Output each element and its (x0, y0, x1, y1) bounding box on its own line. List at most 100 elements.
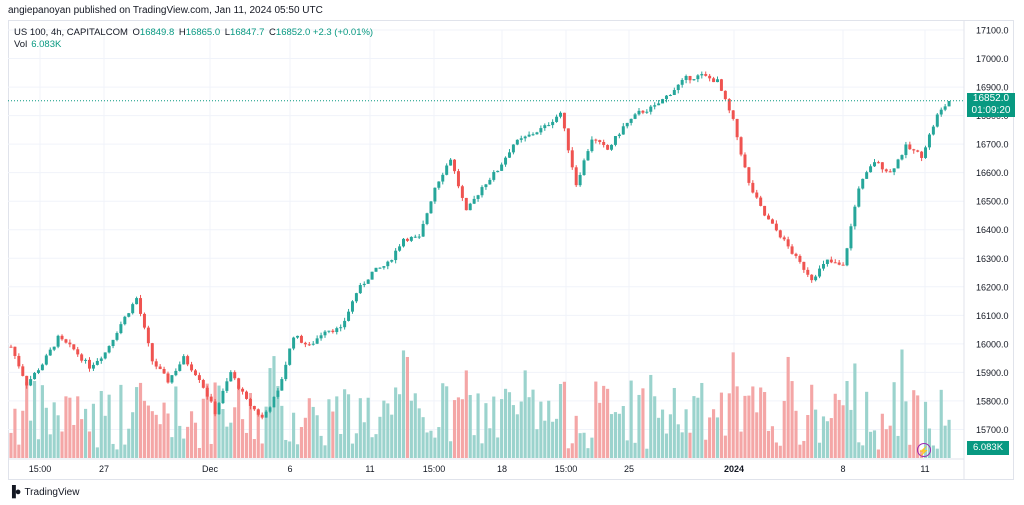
volume-bar (295, 444, 300, 458)
candle-body (413, 236, 417, 238)
candle-body (256, 409, 260, 415)
volume-bar (888, 425, 892, 458)
volume-bar (719, 392, 723, 458)
candle-body (716, 79, 719, 83)
x-tick-label: 27 (99, 464, 109, 474)
candle-body (390, 260, 394, 262)
candle-body (56, 335, 60, 347)
candle-body (95, 360, 99, 365)
volume-bar (350, 443, 355, 458)
candle-body (331, 330, 335, 333)
candle-body (578, 174, 582, 186)
volume-bar (56, 415, 60, 458)
volume-bar (849, 409, 853, 458)
volume-bar (704, 439, 708, 458)
candle-body (335, 328, 339, 333)
volume-bar (566, 448, 570, 458)
volume-bar (233, 407, 237, 458)
volume-bar (205, 383, 209, 458)
candle-body (323, 331, 327, 336)
candle-body (500, 164, 504, 171)
volume-bar (629, 380, 633, 458)
candle-body (939, 109, 943, 115)
volume-bar (68, 397, 72, 458)
volume-bar (44, 407, 48, 458)
candle-body (798, 255, 802, 262)
candle-body (507, 152, 511, 158)
candle-body (245, 391, 248, 399)
y-tick-label: 16400.0 (976, 225, 1009, 235)
volume-bar (441, 383, 445, 458)
volume-bar (409, 400, 413, 458)
volume-bar (276, 386, 280, 458)
volume-legend[interactable]: Vol 6.083K (14, 39, 61, 50)
volume-bar (201, 398, 205, 458)
chart-frame (8, 20, 1014, 480)
volume-bar (48, 434, 52, 458)
candle-body (44, 355, 48, 365)
candle-body (621, 126, 625, 135)
volume-bar (464, 370, 468, 458)
y-tick-label: 15700.0 (976, 425, 1009, 435)
candle-body (598, 140, 602, 142)
volume-bar (657, 417, 661, 458)
volume-bar (323, 445, 327, 458)
candle-body (688, 75, 692, 81)
candle-body (186, 356, 190, 365)
candle-body (535, 132, 539, 135)
candle-body (594, 139, 598, 141)
candle-body (252, 405, 256, 410)
candle-body (107, 346, 111, 353)
volume-bar (582, 432, 586, 458)
candle-body (727, 99, 731, 111)
x-tick-label: 15:00 (555, 464, 578, 474)
volume-bar (480, 443, 484, 458)
volume-bar (252, 439, 256, 458)
volume-bar (515, 414, 519, 458)
volume-bar (476, 393, 480, 458)
volume-bar (503, 388, 508, 458)
x-tick-label: 6 (287, 464, 292, 474)
candle-body (456, 171, 460, 187)
volume-bar (876, 449, 880, 458)
candle-body (633, 114, 637, 119)
candle-body (602, 141, 606, 146)
y-tick-label: 15900.0 (976, 368, 1009, 378)
y-tick-label: 16100.0 (976, 311, 1009, 321)
volume-bar (723, 435, 727, 458)
candle-body (637, 110, 641, 115)
candle-body (460, 186, 464, 198)
candle-body (755, 192, 759, 198)
candle-body (873, 162, 876, 167)
candle-body (402, 238, 405, 247)
volume-bar (178, 425, 182, 458)
lightning-icon[interactable]: ⚡ (917, 443, 931, 457)
candle-body (201, 380, 205, 388)
volume-bar (782, 400, 786, 458)
volume-bar (853, 363, 857, 458)
tradingview-logo[interactable]: ▐● TradingView (8, 486, 79, 498)
volume-bar (649, 374, 653, 458)
volume-bar (417, 408, 421, 458)
candle-body (778, 230, 782, 238)
candle-body (821, 263, 825, 269)
x-tick-label: 15:00 (423, 464, 446, 474)
y-tick-label: 17100.0 (976, 26, 1009, 36)
close-value: 16852.0 (275, 27, 311, 38)
candle-body (814, 276, 818, 281)
candle-body (774, 223, 778, 231)
high-key: H (178, 27, 186, 38)
candle-body (237, 378, 241, 389)
candle-body (17, 355, 21, 367)
close-key: C (269, 27, 276, 38)
symbol-label[interactable]: US 100, 4h, CAPITALCOM (14, 27, 128, 38)
volume-bar (405, 356, 409, 458)
candle-body (759, 197, 763, 206)
candle-body (233, 372, 237, 379)
candle-body (920, 151, 924, 158)
candle-body (445, 165, 449, 175)
last-price-value: 16852.0 (972, 93, 1010, 104)
volume-bar (32, 381, 37, 458)
volume-bar (712, 409, 716, 458)
